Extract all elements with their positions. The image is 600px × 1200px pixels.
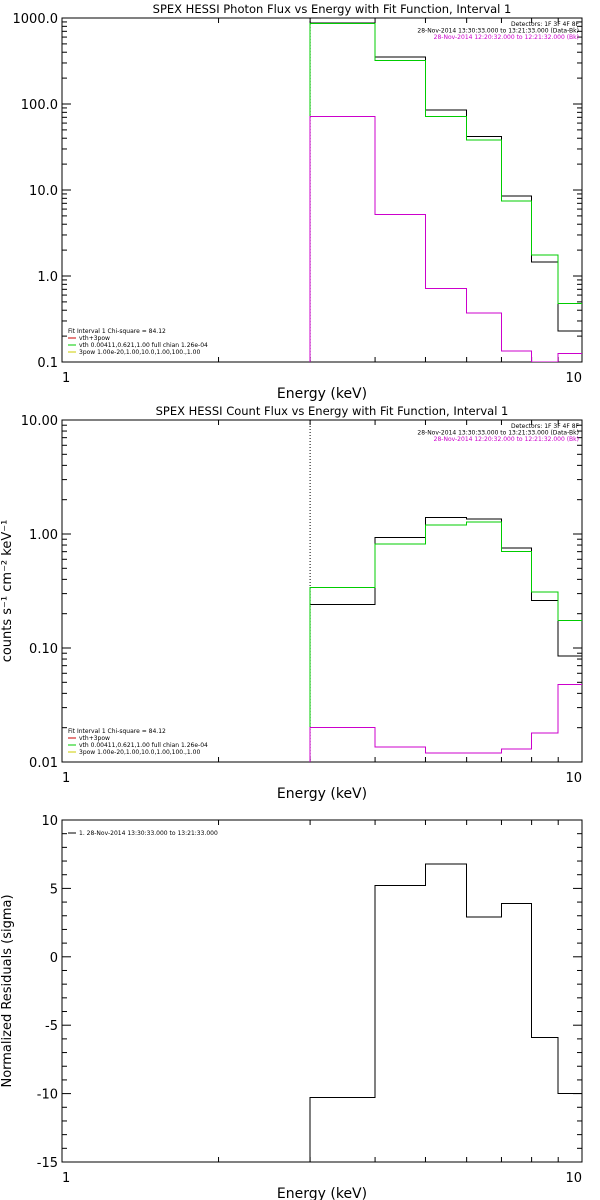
- legend-entry: vth 0.00411,0.621,1.00 full chian 1.26e-…: [79, 742, 208, 749]
- series-line-0: [309, 863, 582, 1162]
- y-tick-label: 0.1: [37, 356, 58, 371]
- y-tick-label: 1.00: [29, 528, 58, 543]
- y-tick-label: 1.0: [37, 270, 58, 285]
- series-line-2: [309, 115, 582, 362]
- y-axis-label: counts s⁻¹ cm⁻² keV⁻¹: [0, 520, 15, 663]
- series-group: [309, 516, 582, 762]
- legend-entry: vth+3pow: [79, 735, 110, 742]
- legend-entry: 3pow 1.00e-20,1.00,10.0,1.00,100.,1.00: [79, 349, 200, 356]
- y-tick-label: 100.0: [21, 98, 58, 113]
- y-axis-label: Normalized Residuals (sigma): [0, 894, 15, 1087]
- x-tick-label: 10: [565, 771, 582, 786]
- x-axis-label: Energy (keV): [277, 786, 367, 802]
- plot-frame: [61, 419, 583, 763]
- x-tick-label: 1: [62, 1171, 70, 1186]
- y-tick-label: 10: [41, 814, 58, 829]
- chart-title: SPEX HESSI Count Flux vs Energy with Fit…: [156, 404, 509, 418]
- y-tick-label: 10.00: [21, 414, 58, 429]
- series-group: [309, 22, 582, 362]
- header-line: 28-Nov-2014 12:20:32.000 to 12:21:32.000…: [434, 34, 579, 41]
- series-line-1: [309, 521, 582, 762]
- y-tick-label: 5: [50, 882, 58, 897]
- legend-entry: 1. 28-Nov-2014 13:30:33.000 to 13:21:33.…: [79, 830, 218, 837]
- y-tick-label: -15: [37, 1156, 58, 1171]
- header-line: 28-Nov-2014 12:20:32.000 to 12:21:32.000…: [434, 436, 579, 443]
- y-tick-label: -5: [45, 1019, 58, 1034]
- plot-frame: [61, 819, 583, 1163]
- series-group: [309, 863, 582, 1162]
- legend-entry: Fit Interval 1 Chi-square = 84.12: [68, 728, 166, 735]
- legend-entry: vth 0.00411,0.621,1.00 full chian 1.26e-…: [79, 342, 208, 349]
- legend-entry: 3pow 1.00e-20,1.00,10.0,1.00,100.,1.00: [79, 749, 200, 756]
- series-line-0: [309, 22, 582, 362]
- header-line: Detectors: 1F 3F 4F 8F: [511, 21, 580, 28]
- x-axis-label: Energy (keV): [277, 1186, 367, 1200]
- header-line: Detectors: 1F 3F 4F 8F: [511, 423, 580, 430]
- x-tick-label: 10: [565, 371, 582, 386]
- x-tick-label: 1: [62, 371, 70, 386]
- x-tick-label: 10: [565, 1171, 582, 1186]
- series-line-0: [309, 516, 582, 762]
- y-tick-label: 1000.0: [13, 12, 59, 27]
- y-tick-label: -10: [37, 1088, 58, 1103]
- x-axis-label: Energy (keV): [277, 386, 367, 402]
- plot-frame: [61, 17, 583, 363]
- chart-title: SPEX HESSI Photon Flux vs Energy with Fi…: [153, 2, 512, 16]
- series-line-1: [309, 23, 582, 362]
- series-line-2: [309, 683, 582, 762]
- header-line: 28-Nov-2014 13:30:33.000 to 13:21:33.000…: [417, 430, 579, 437]
- y-tick-label: 0.10: [29, 642, 58, 657]
- panel-residuals: Energy (keV) Normalized Residuals (sigma)…: [0, 814, 583, 1200]
- legend-entry: Fit Interval 1 Chi-square = 84.12: [68, 328, 166, 335]
- legend-entry: vth+3pow: [79, 335, 110, 342]
- y-tick-label: 0: [50, 951, 58, 966]
- header-line: 28-Nov-2014 13:30:33.000 to 13:21:33.000…: [417, 28, 579, 35]
- x-tick-label: 1: [62, 771, 70, 786]
- panel-photon: SPEX HESSI Photon Flux vs Energy with Fi…: [13, 2, 583, 402]
- y-tick-label: 10.0: [29, 184, 58, 199]
- y-tick-label: 0.01: [29, 756, 58, 771]
- panel-count: SPEX HESSI Count Flux vs Energy with Fit…: [0, 404, 583, 802]
